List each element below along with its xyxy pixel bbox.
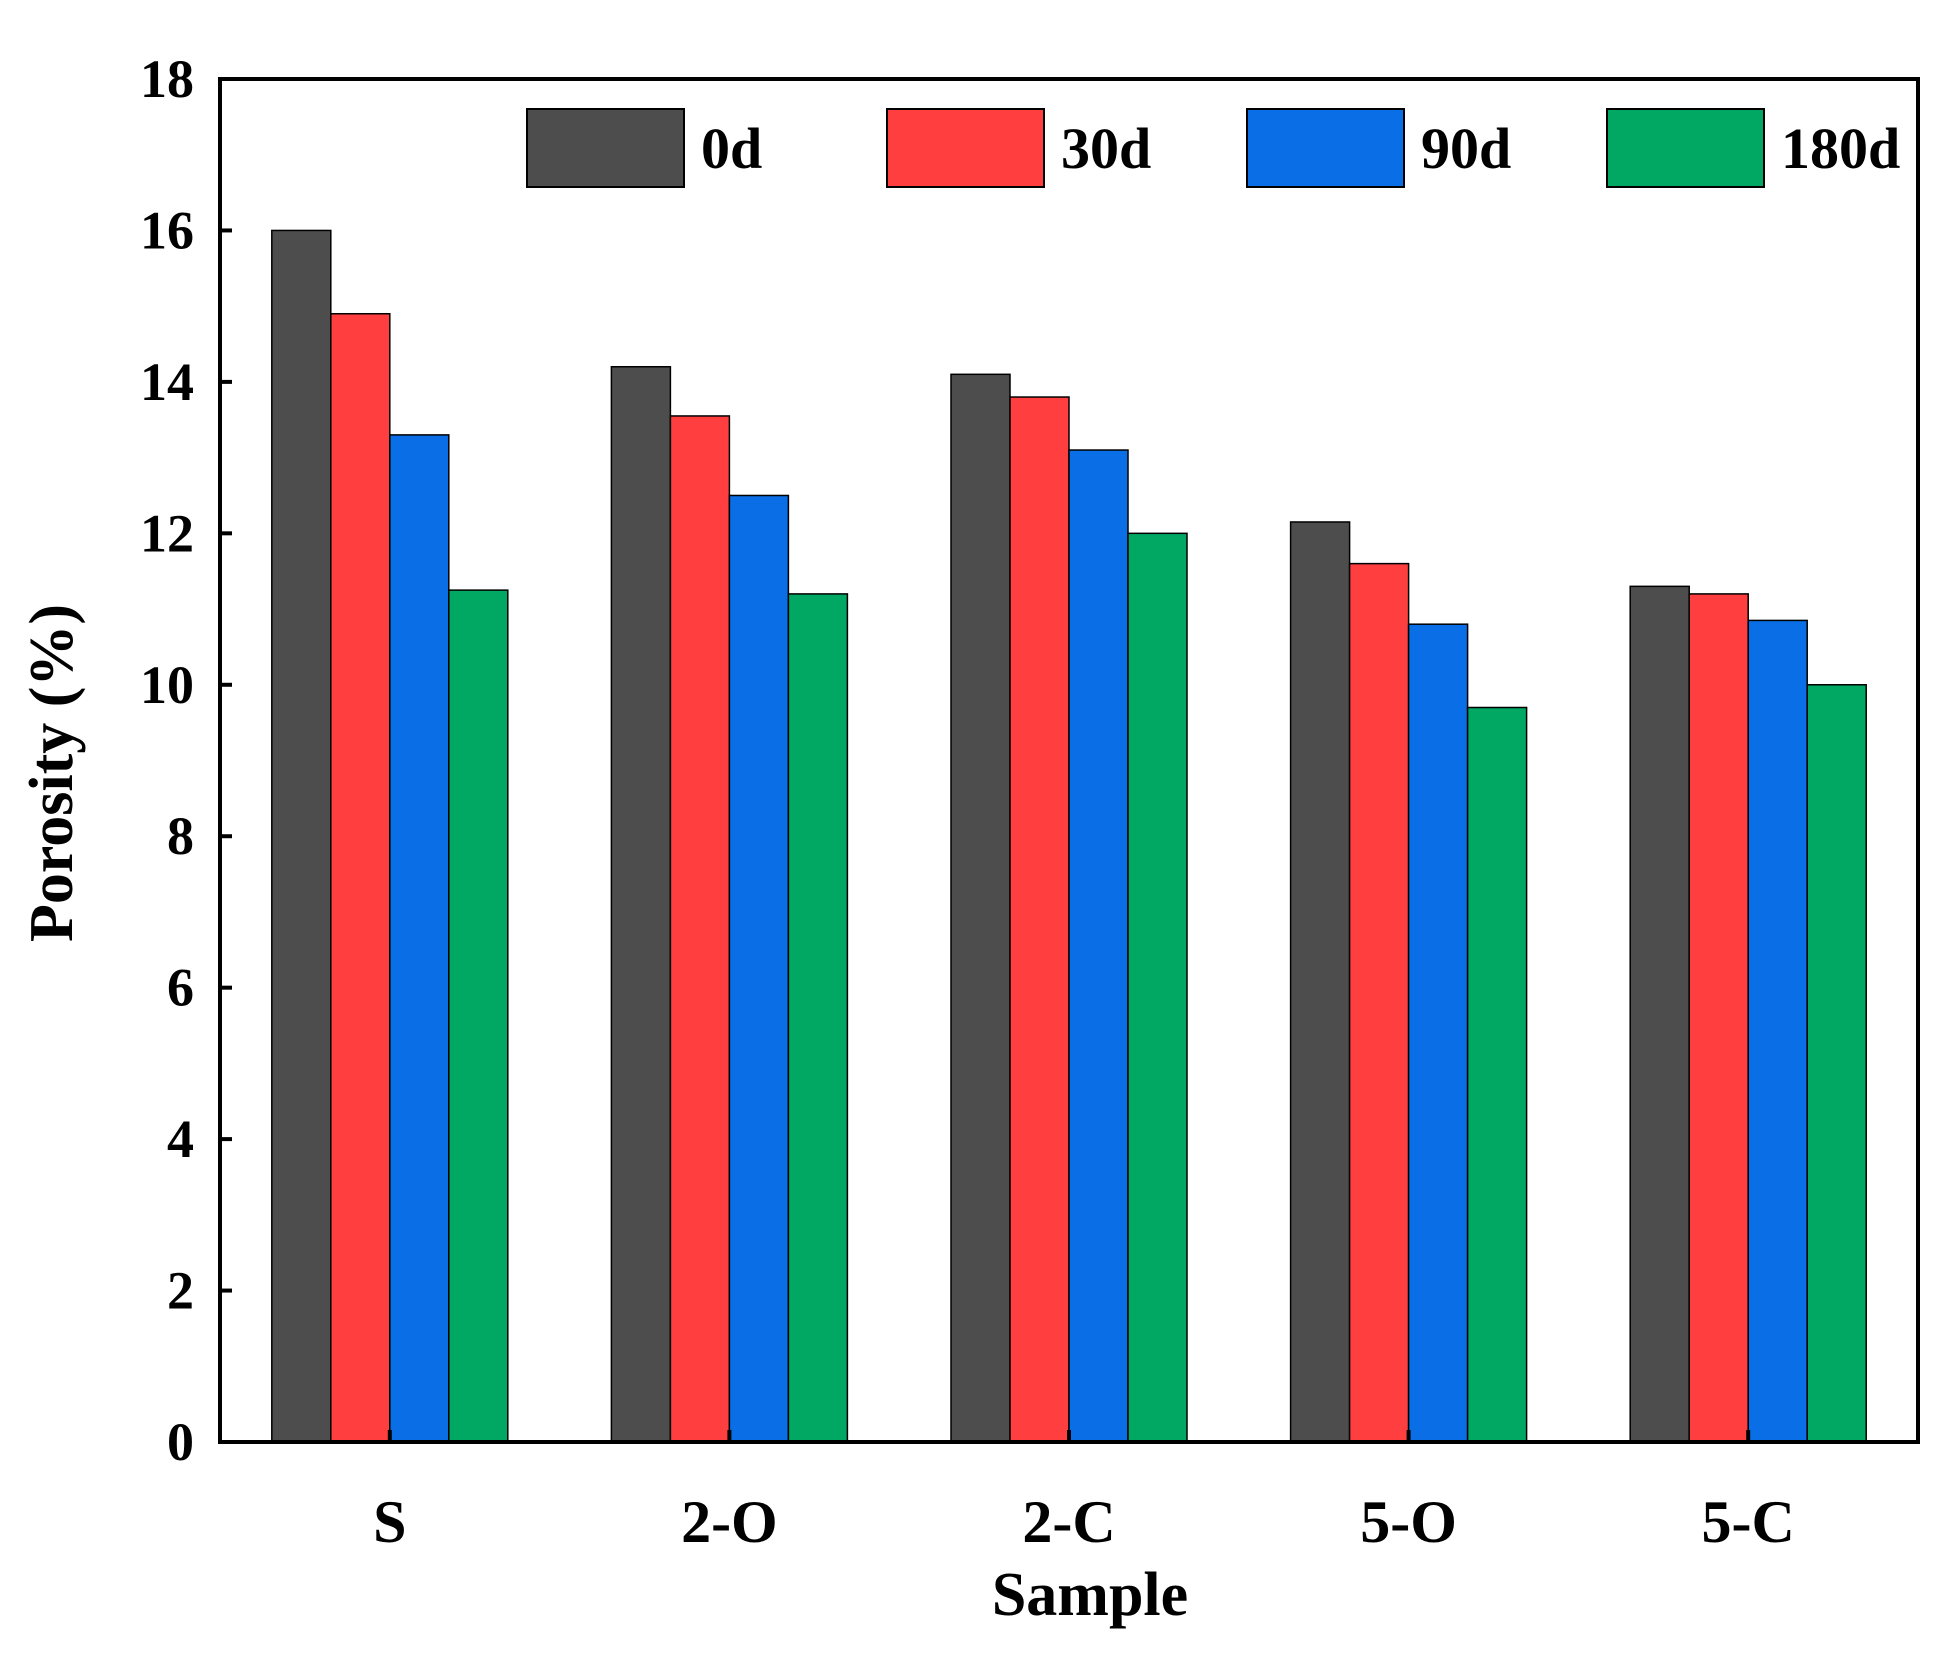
legend-label-180d: 180d	[1781, 116, 1900, 181]
x-tick-label: 5-C	[1702, 1489, 1795, 1555]
x-tick-label: 2-C	[1022, 1489, 1115, 1555]
bar-90d-2-O	[728, 494, 790, 1443]
bar-0d-2-O	[610, 365, 672, 1443]
bar-90d-2-C	[1068, 449, 1129, 1443]
y-tick-label: 14	[140, 352, 194, 412]
bar-180d-2-O	[787, 593, 849, 1443]
bar-0d-2-C	[950, 373, 1011, 1443]
x-tick-label: 2-O	[681, 1489, 778, 1555]
legend-swatch-90d	[1246, 108, 1405, 188]
legend-label-0d: 0d	[701, 116, 762, 181]
y-tick-label: 8	[167, 806, 194, 866]
legend-label-30d: 30d	[1061, 116, 1151, 181]
bar-0d-5-C	[1629, 585, 1690, 1443]
bar-90d-S	[389, 434, 450, 1443]
bar-0d-S	[271, 229, 332, 1443]
y-tick-label: 12	[140, 503, 194, 563]
bar-30d-2-C	[1009, 396, 1070, 1443]
y-tick-label: 16	[140, 200, 194, 260]
bar-180d-5-O	[1466, 706, 1528, 1443]
y-tick-label: 4	[167, 1109, 194, 1169]
y-tick-label: 0	[167, 1412, 194, 1472]
y-tick-label: 6	[167, 958, 194, 1018]
bar-180d-5-C	[1806, 684, 1867, 1443]
bar-90d-5-O	[1407, 623, 1469, 1443]
legend: 0d 30d 90d 180d	[526, 108, 1900, 188]
bar-0d-5-O	[1289, 521, 1351, 1443]
bar-180d-S	[448, 589, 509, 1443]
legend-swatch-30d	[886, 108, 1045, 188]
bar-30d-2-O	[669, 415, 731, 1443]
ticks-layer: 0 2 4 6 8 10 12 14 16 18 S 2-O 2-C 5-O 5-C	[140, 49, 1795, 1555]
legend-swatch-0d	[526, 108, 685, 188]
bar-30d-5-C	[1688, 593, 1749, 1443]
x-tick-label: S	[373, 1489, 406, 1555]
y-axis-title: Porosity (%)	[18, 604, 86, 942]
bars-layer	[271, 229, 1867, 1443]
x-axis-title: Sample	[992, 1561, 1188, 1629]
bar-180d-2-C	[1127, 532, 1188, 1443]
x-tick-label: 5-O	[1360, 1489, 1457, 1555]
bar-30d-5-O	[1348, 562, 1410, 1443]
bar-30d-S	[330, 312, 391, 1443]
y-tick-label: 18	[140, 49, 194, 109]
bar-90d-5-C	[1747, 619, 1808, 1443]
legend-swatch-180d	[1606, 108, 1765, 188]
y-tick-label: 2	[167, 1261, 194, 1321]
legend-label-90d: 90d	[1421, 116, 1511, 181]
y-tick-label: 10	[140, 655, 194, 715]
